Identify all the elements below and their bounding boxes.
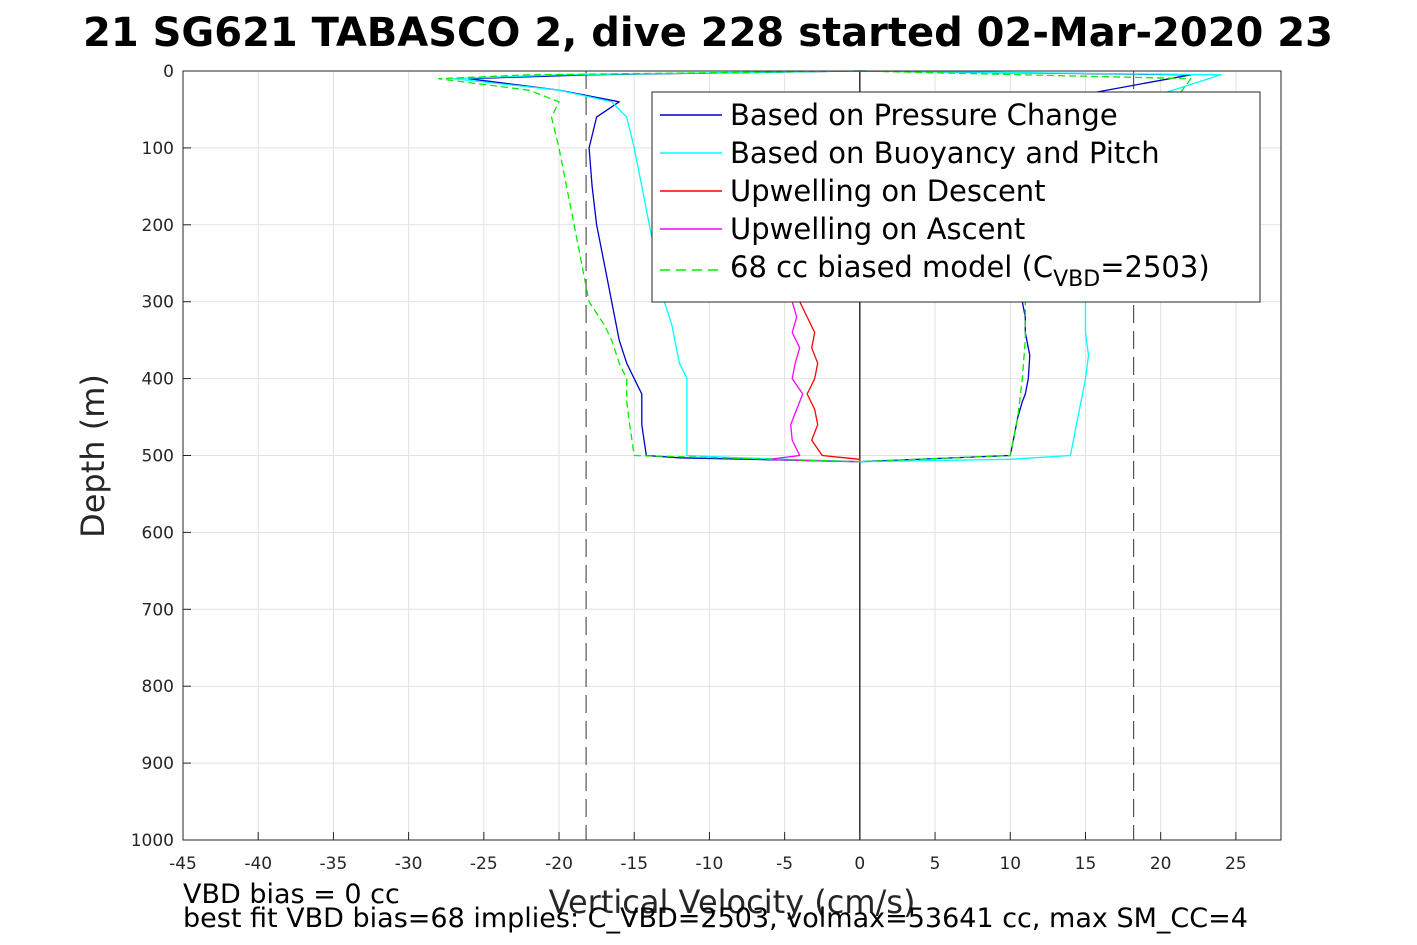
x-tick-label: 5 xyxy=(930,854,941,874)
x-tick-label: 10 xyxy=(999,854,1021,874)
y-tick-label: 800 xyxy=(142,677,174,697)
y-axis-label: Depth (m) xyxy=(74,374,112,538)
legend-label-pressure: Based on Pressure Change xyxy=(730,98,1118,132)
legend-label-biased-prefix: 68 cc biased model (C xyxy=(730,250,1053,284)
y-tick-label: 100 xyxy=(142,139,174,159)
series-line-3 xyxy=(768,301,860,463)
legend-label-upwelling-descent: Upwelling on Descent xyxy=(730,174,1046,208)
x-tick-label: -40 xyxy=(244,854,272,874)
x-tick-label: 15 xyxy=(1075,854,1097,874)
x-tick-label: -15 xyxy=(620,854,648,874)
y-tick-label: 0 xyxy=(163,62,174,82)
x-tick-label: -10 xyxy=(696,854,724,874)
y-tick-label: 600 xyxy=(142,523,174,543)
x-tick-label: 0 xyxy=(854,854,865,874)
legend-label-biased-suffix: =2503) xyxy=(1100,250,1209,284)
chart-title: 21 SG621 TABASCO 2, dive 228 started 02-… xyxy=(83,10,1333,56)
legend-label-buoyancy: Based on Buoyancy and Pitch xyxy=(730,136,1160,170)
series-line-1 xyxy=(453,70,1222,463)
x-ticks: -45 -40 -35 -30 -25 -20 -15 -10 -5 0 5 10 15 20 25 xyxy=(169,832,1247,874)
legend-label-biased-model: 68 cc biased model (CVBD=2503) xyxy=(730,250,1210,292)
x-tick-label: -20 xyxy=(545,854,573,874)
y-tick-label: 900 xyxy=(142,754,174,774)
x-tick-label: -35 xyxy=(320,854,348,874)
x-tick-label: -5 xyxy=(776,854,793,874)
series-line-2 xyxy=(799,301,861,462)
x-tick-label: -30 xyxy=(395,854,423,874)
y-tick-label: 300 xyxy=(142,293,174,313)
y-tick-label: 700 xyxy=(142,600,174,620)
y-tick-label: 500 xyxy=(142,447,174,467)
y-tick-label: 400 xyxy=(142,370,174,390)
x-axis-label: Vertical Velocity (cm/s) xyxy=(549,883,916,921)
x-tick-label: -45 xyxy=(169,854,197,874)
y-ticks: 0 100 200 300 400 500 600 700 800 900 1000 xyxy=(131,62,191,851)
x-tick-label: -25 xyxy=(470,854,498,874)
x-tick-label: 25 xyxy=(1225,854,1247,874)
legend-box xyxy=(651,91,1261,303)
y-tick-label: 1000 xyxy=(131,831,174,851)
x-tick-label: 20 xyxy=(1150,854,1172,874)
legend-label-biased-sub: VBD xyxy=(1053,267,1100,292)
legend: Based on Pressure Change Based on Buoyan… xyxy=(651,91,1261,303)
note-best-fit: best fit VBD bias=68 implies: C_VBD=2503… xyxy=(183,903,1248,934)
series-line-4 xyxy=(438,70,1192,463)
legend-label-upwelling-ascent: Upwelling on Ascent xyxy=(730,212,1025,246)
note-vbd-bias: VBD bias = 0 cc xyxy=(183,879,400,910)
y-tick-label: 200 xyxy=(142,216,174,236)
